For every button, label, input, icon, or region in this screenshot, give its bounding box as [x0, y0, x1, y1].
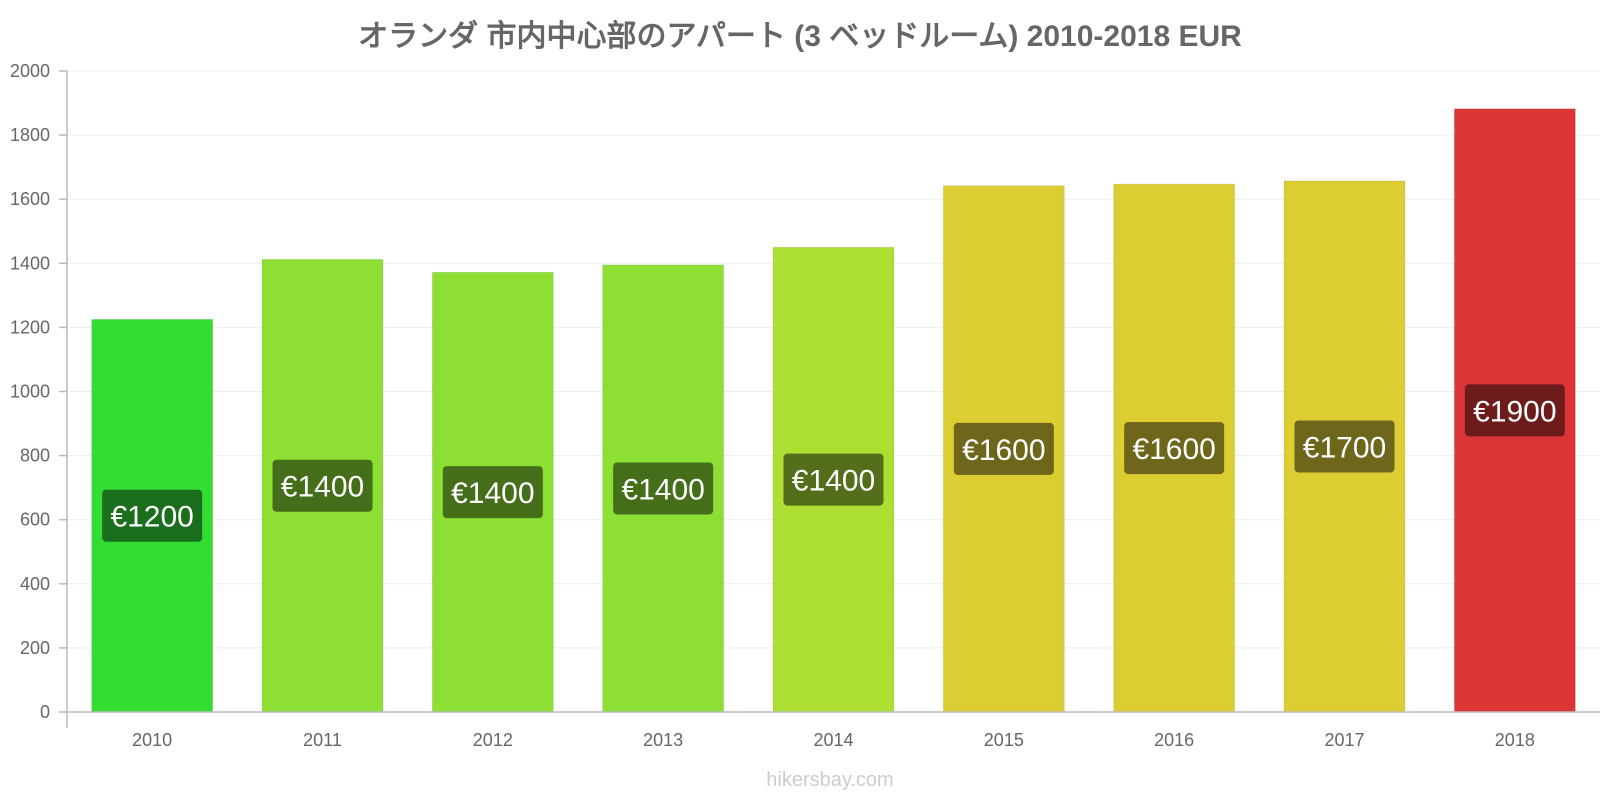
chart-title: オランダ 市内中心部のアパート (3 ベッドルーム) 2010-2018 EUR [358, 19, 1242, 53]
y-tick-label: 1600 [10, 189, 50, 209]
y-tick-label: 1400 [10, 253, 50, 273]
x-tick-label: 2017 [1324, 730, 1364, 750]
data-label: €1600 [962, 434, 1045, 467]
x-tick-label: 2011 [303, 730, 342, 750]
y-tick-label: 1800 [10, 125, 50, 145]
y-tick-label: 600 [20, 510, 50, 530]
data-label: €1400 [621, 473, 704, 506]
x-tick-label: 2010 [132, 730, 172, 750]
data-label-box [272, 459, 373, 512]
data-label-box [1464, 384, 1565, 437]
watermark: hikersbay.com [766, 769, 893, 791]
data-label-box [1294, 420, 1395, 473]
x-axis-ticks: 2010 2011 2012 2013 2014 2015 2016 2017 2018 [132, 730, 1535, 750]
data-label: €1400 [451, 477, 534, 510]
y-tick-label: 1000 [10, 382, 50, 402]
axes [59, 70, 1600, 728]
data-label-box [102, 489, 203, 542]
y-tick-label: 400 [20, 574, 50, 594]
data-label: €1900 [1473, 395, 1556, 428]
data-label: €1400 [281, 471, 364, 504]
data-label: €1400 [792, 465, 875, 498]
data-label-box [613, 462, 714, 515]
x-tick-label: 2015 [984, 730, 1024, 750]
x-tick-label: 2012 [473, 730, 513, 750]
y-tick-label: 200 [20, 638, 50, 658]
data-label: €1700 [1303, 431, 1386, 464]
x-tick-label: 2018 [1495, 730, 1535, 750]
y-tick-label: 800 [20, 446, 50, 466]
data-label-box [783, 453, 884, 506]
x-tick-label: 2014 [813, 730, 853, 750]
data-label: €1600 [1132, 433, 1215, 466]
y-tick-label: 1200 [10, 317, 50, 337]
x-tick-label: 2013 [643, 730, 683, 750]
y-tick-label: 0 [40, 702, 50, 722]
data-label-box [953, 422, 1054, 475]
x-tick-label: 2016 [1154, 730, 1194, 750]
data-label-box [442, 466, 543, 519]
y-axis-ticks: 0 200 400 600 800 1000 1200 1400 1600 1800 2000 [10, 61, 50, 722]
data-labels: €1200 €1400 €1400 €1400 €1400 €1600 €1600 €1700… [102, 384, 1565, 542]
data-label: €1200 [110, 501, 193, 534]
data-label-box [1124, 422, 1225, 475]
y-tick-label: 2000 [10, 61, 50, 81]
